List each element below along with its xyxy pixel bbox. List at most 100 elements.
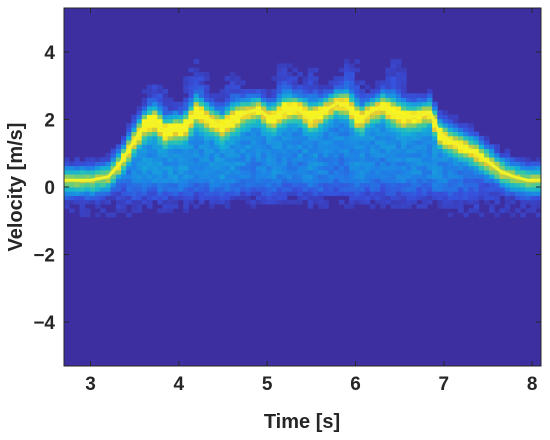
heatmap-cell: [110, 212, 117, 218]
heatmap-cell: [224, 169, 231, 175]
heatmap-cell: [146, 114, 153, 120]
heatmap-cell: [426, 199, 433, 205]
heatmap-cell: [105, 182, 112, 188]
heatmap-cell: [84, 174, 91, 179]
heatmap-cell: [79, 195, 86, 201]
heatmap-cell: [478, 187, 485, 192]
heatmap-cell: [203, 118, 210, 124]
heatmap-cell: [69, 174, 75, 179]
heatmap-cell: [390, 71, 397, 77]
heatmap-cell: [126, 161, 132, 167]
heatmap-cell: [354, 157, 360, 162]
heatmap-cell: [411, 178, 417, 184]
heatmap-cell: [152, 144, 158, 150]
heatmap-cell: [323, 148, 329, 154]
heatmap-cell: [452, 118, 459, 124]
heatmap-cell: [489, 204, 495, 209]
heatmap-cell: [131, 157, 137, 162]
heatmap-cell: [271, 106, 277, 111]
heatmap-cell: [458, 169, 464, 175]
heatmap-cell: [271, 195, 277, 201]
heatmap-cell: [437, 127, 443, 132]
heatmap-cell: [515, 195, 521, 201]
heatmap-cell: [447, 212, 454, 218]
heatmap-cell: [266, 123, 272, 128]
heatmap-cell: [266, 187, 272, 192]
heatmap-cell: [473, 165, 480, 171]
heatmap-cell: [385, 131, 392, 137]
heatmap-cell: [146, 187, 153, 192]
heatmap-cell: [203, 71, 210, 77]
heatmap-cell: [198, 88, 205, 94]
heatmap-cell: [203, 88, 210, 94]
heatmap-cell: [406, 161, 412, 167]
heatmap-cell: [74, 191, 80, 196]
heatmap-cell: [411, 174, 417, 179]
heatmap-cell: [214, 195, 220, 201]
heatmap-cell: [489, 169, 495, 175]
heatmap-cell: [136, 208, 143, 213]
heatmap-cell: [395, 191, 402, 196]
heatmap-cell: [240, 114, 246, 120]
heatmap-cell: [406, 169, 412, 175]
x-tick-label: 8: [527, 374, 538, 395]
heatmap-cell: [478, 148, 485, 154]
heatmap-cell: [219, 131, 226, 137]
heatmap-cell: [214, 106, 220, 111]
heatmap-cell: [100, 195, 106, 201]
heatmap-cell: [333, 187, 340, 192]
heatmap-cell: [349, 123, 355, 128]
heatmap-cell: [369, 157, 376, 162]
heatmap-cell: [494, 157, 500, 162]
heatmap-cell: [297, 157, 303, 162]
heatmap-cell: [250, 199, 257, 205]
heatmap-cell: [110, 182, 117, 188]
heatmap-cell: [110, 165, 117, 171]
heatmap-cell: [442, 148, 449, 154]
heatmap-cell: [224, 174, 231, 179]
heatmap-cell: [167, 144, 174, 150]
heatmap-cell: [79, 191, 86, 196]
heatmap-cell: [390, 97, 397, 103]
heatmap-cell: [126, 187, 132, 192]
heatmap-cell: [276, 88, 283, 94]
heatmap-cell: [437, 187, 443, 192]
heatmap-cell: [328, 182, 334, 188]
heatmap-cell: [458, 135, 464, 141]
heatmap-cell: [250, 135, 257, 141]
heatmap-cell: [152, 101, 158, 107]
heatmap-cell: [401, 88, 407, 94]
heatmap-cell: [281, 152, 288, 158]
heatmap-cell: [380, 97, 386, 103]
heatmap-cell: [115, 182, 122, 188]
heatmap-cell: [458, 148, 464, 154]
heatmap-cell: [121, 161, 127, 167]
heatmap-cell: [385, 178, 392, 184]
heatmap-cell: [535, 161, 541, 167]
heatmap-cell: [463, 187, 469, 192]
heatmap-cell: [302, 195, 309, 201]
heatmap-cell: [318, 140, 324, 145]
heatmap-cell: [126, 199, 132, 205]
heatmap-cell: [224, 84, 231, 90]
heatmap-cell: [385, 165, 392, 171]
heatmap-cell: [318, 101, 324, 107]
heatmap-cell: [146, 88, 153, 94]
heatmap-cell: [359, 123, 366, 128]
heatmap-cell: [266, 157, 272, 162]
heatmap-cell: [478, 182, 485, 188]
heatmap-cell: [115, 169, 122, 175]
heatmap-cell: [395, 97, 402, 103]
heatmap-cell: [276, 106, 283, 111]
heatmap-cell: [349, 157, 355, 162]
heatmap-cell: [447, 144, 454, 150]
heatmap-cell: [307, 195, 314, 201]
heatmap-cells: [64, 59, 541, 218]
heatmap-cell: [162, 182, 169, 188]
heatmap-cell: [302, 157, 309, 162]
heatmap-cell: [401, 182, 407, 188]
heatmap-cell: [530, 182, 537, 188]
heatmap-cell: [141, 127, 148, 132]
heatmap-cell: [349, 140, 355, 145]
heatmap-cell: [188, 144, 195, 150]
